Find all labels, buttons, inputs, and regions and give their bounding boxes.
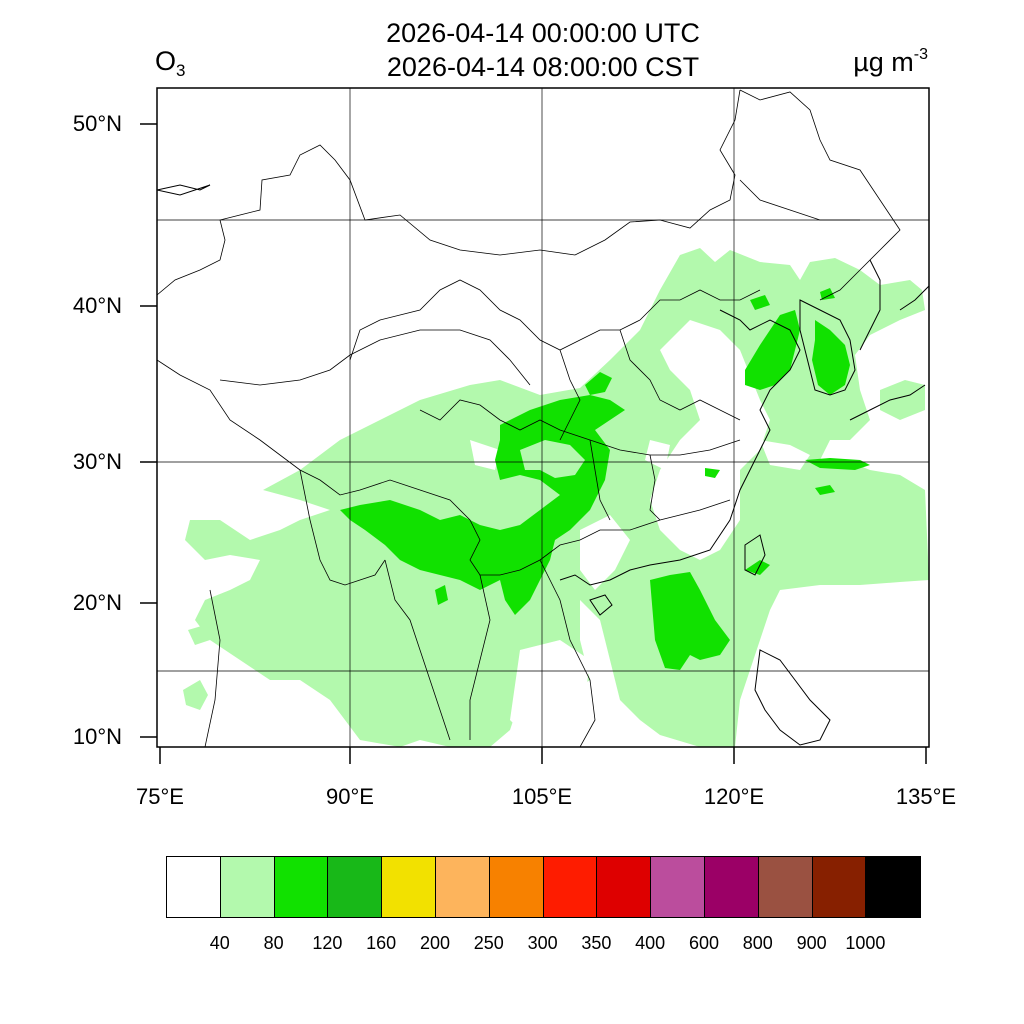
ozone-concentration-map	[140, 87, 930, 764]
colorbar-level-label: 600	[688, 933, 720, 953]
colorbar-swatch	[328, 857, 383, 917]
colorbar-swatch	[167, 857, 221, 917]
units-label: µg m-3	[853, 46, 928, 78]
colorbar-level-label: 40	[209, 933, 230, 953]
colorbar-swatch	[382, 857, 436, 917]
map-title-local: 2026-04-14 08:00:00 CST	[386, 52, 700, 82]
colorbar-swatch	[489, 857, 544, 917]
concentration-field	[157, 89, 929, 747]
species-base: O	[155, 46, 177, 76]
colorbar-swatch	[866, 857, 921, 917]
lon-label-120e: 120°E	[703, 784, 765, 809]
colorbar-swatch	[220, 857, 275, 917]
colorbar-level-label: 400	[635, 933, 666, 953]
coastlines	[157, 184, 929, 746]
boundary-lines	[157, 89, 901, 747]
species-label: O3	[155, 46, 185, 81]
colorbar-swatch	[274, 857, 329, 917]
axis-ticks	[140, 123, 927, 764]
lat-label-50n: 50°N	[72, 111, 122, 136]
clear-regions	[470, 320, 810, 740]
colorbar-level-label: 120	[312, 933, 343, 953]
units-superscript: -3	[913, 46, 928, 63]
colorbar-level-label: 900	[796, 933, 827, 953]
colorbar-swatch	[812, 857, 867, 917]
colorbar-level-label: 80	[263, 933, 284, 953]
colorbar-level-label: 1000	[845, 933, 886, 953]
lat-label-20n: 20°N	[72, 590, 122, 615]
central-low-region	[520, 440, 585, 478]
colorbar-level-label: 800	[742, 933, 773, 953]
lon-label-75e: 75°E	[136, 784, 184, 809]
colorbar-level-label: 200	[419, 933, 451, 953]
colorbar-level-label: 350	[581, 933, 612, 953]
lat-label-30n: 30°N	[72, 449, 122, 474]
lat-label-40n: 40°N	[72, 293, 122, 318]
species-subscript: 3	[176, 61, 186, 80]
lon-label-90e: 90°E	[326, 784, 374, 809]
colorbar-swatch	[435, 857, 490, 917]
map-title-utc: 2026-04-14 00:00:00 UTC	[386, 18, 700, 48]
lon-label-105e: 105°E	[511, 784, 573, 809]
map-frame	[156, 87, 930, 748]
colorbar-swatch	[651, 857, 705, 917]
lat-label-10n: 10°N	[72, 724, 122, 749]
colorbar-swatch	[704, 857, 759, 917]
colorbar-swatch	[597, 857, 652, 917]
colorbar-swatch	[758, 857, 813, 917]
graticule	[157, 88, 929, 747]
colorbar-level-label: 300	[527, 933, 558, 953]
colorbar-level-label: 250	[473, 933, 504, 953]
colorbar-level-label: 160	[366, 933, 397, 953]
units-base: µg m	[853, 47, 914, 77]
colorbar	[166, 856, 922, 918]
lon-label-135e: 135°E	[895, 784, 957, 809]
colorbar-swatch	[543, 857, 598, 917]
